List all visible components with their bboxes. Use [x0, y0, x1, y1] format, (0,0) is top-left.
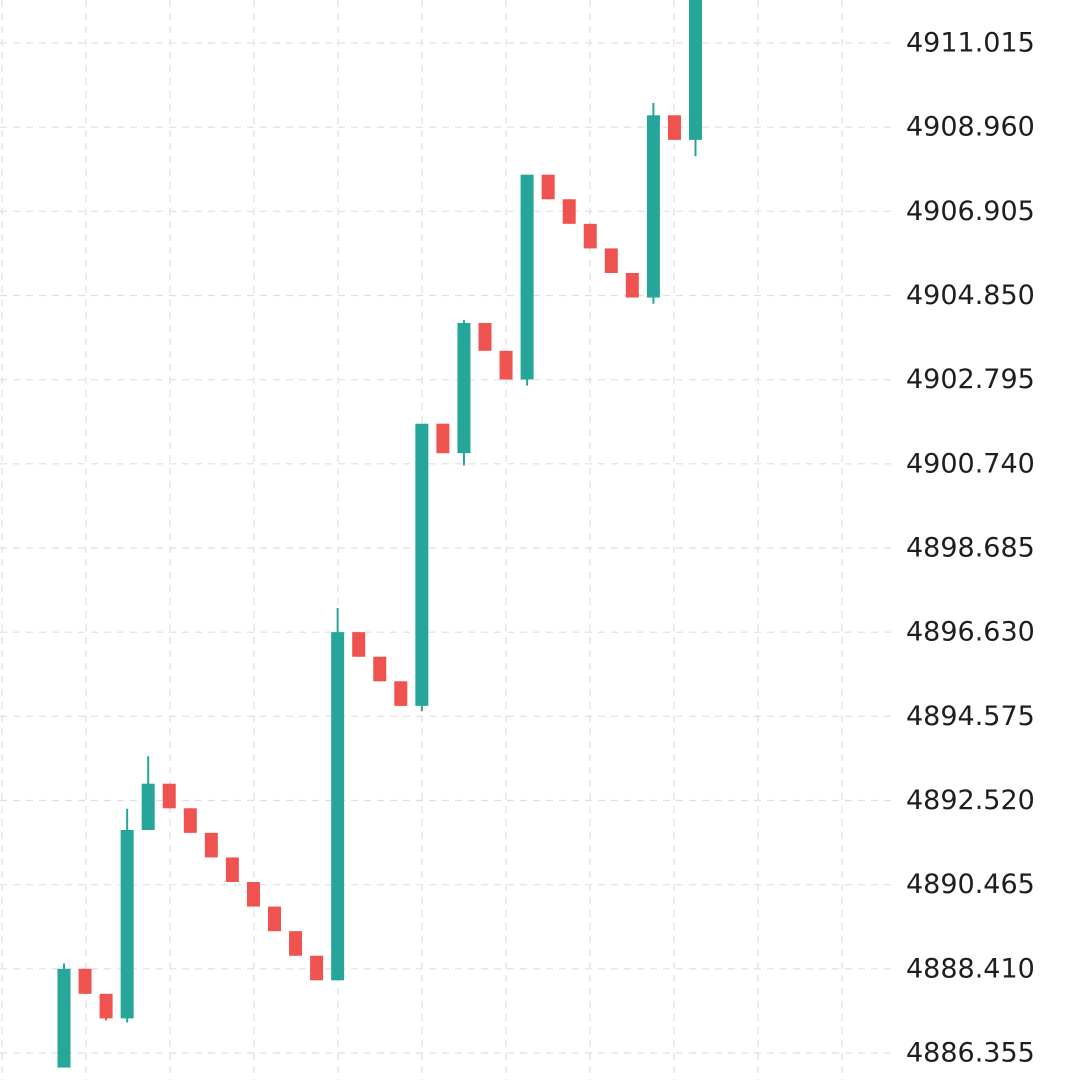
candle-body — [352, 632, 366, 657]
candle-down — [162, 783, 176, 809]
candle-down — [667, 115, 681, 140]
candle-down — [183, 808, 197, 833]
candle-down — [78, 968, 92, 994]
candle-body — [141, 783, 155, 830]
candle-body — [57, 968, 71, 1068]
candle-body — [183, 808, 197, 833]
candle-body — [289, 931, 303, 956]
candle-body — [457, 322, 471, 454]
candle-down — [352, 632, 366, 657]
candle-down — [373, 656, 387, 682]
candle-body — [162, 783, 176, 809]
candle-body — [246, 882, 260, 907]
candle-up — [57, 963, 71, 1068]
candle-body — [541, 174, 555, 200]
candle-body — [667, 115, 681, 140]
candle-body — [478, 322, 492, 351]
y-tick-label: 4892.520 — [906, 785, 1035, 816]
candle-down — [225, 857, 239, 883]
candle-down — [541, 174, 555, 200]
candle-down — [562, 199, 576, 224]
y-tick-label: 4898.685 — [906, 533, 1035, 564]
candle-down — [604, 248, 618, 273]
y-tick-label: 4890.465 — [906, 869, 1035, 900]
y-axis: 4911.015 4908.960 4906.905 4904.850 4902.795… — [906, 28, 1035, 1069]
candle-body — [604, 248, 618, 273]
grid — [0, 0, 895, 1080]
candle-down — [436, 423, 450, 454]
candle-body — [520, 174, 534, 380]
y-tick-label: 4902.795 — [906, 364, 1035, 395]
candle-down — [625, 272, 639, 298]
candle-body — [99, 993, 113, 1019]
candle-body — [268, 906, 281, 932]
y-tick-label: 4900.740 — [906, 448, 1035, 479]
candle-up — [457, 320, 471, 466]
candle-body — [436, 423, 450, 454]
candle-down — [246, 882, 260, 907]
candle-down — [99, 993, 113, 1021]
candle-body — [78, 968, 92, 994]
candle-up — [120, 808, 134, 1023]
candle-down — [499, 350, 513, 380]
y-tick-label: 4888.410 — [906, 953, 1035, 984]
candle-body — [331, 632, 345, 981]
candle-body — [310, 955, 324, 981]
y-tick-label: 4906.905 — [906, 196, 1035, 227]
candle-body — [415, 423, 429, 706]
candle-down — [478, 322, 492, 351]
candle-down — [583, 223, 597, 249]
candle-body — [204, 832, 218, 858]
candle-body — [689, 0, 702, 140]
candle-body — [646, 115, 660, 298]
candle-up — [646, 103, 660, 304]
candle-up — [141, 756, 155, 830]
candles — [57, 0, 702, 1068]
candle-up — [520, 174, 534, 386]
y-tick-label: 4904.850 — [906, 280, 1035, 311]
y-tick-label: 4886.355 — [906, 1038, 1035, 1069]
y-tick-label: 4911.015 — [906, 28, 1035, 59]
candle-up — [689, 0, 702, 157]
candle-down — [204, 832, 218, 858]
candle-down — [310, 955, 324, 981]
y-tick-label: 4896.630 — [906, 617, 1035, 648]
candle-body — [373, 656, 387, 682]
candle-body — [562, 199, 576, 224]
candle-down — [289, 931, 303, 956]
candle-body — [583, 223, 597, 249]
candle-down — [268, 906, 281, 932]
candle-down — [394, 681, 408, 706]
y-tick-label: 4908.960 — [906, 112, 1035, 143]
candle-body — [394, 681, 408, 706]
y-tick-label: 4894.575 — [906, 701, 1035, 732]
candle-body — [120, 829, 134, 1019]
candle-up — [331, 608, 345, 981]
candle-up — [415, 423, 429, 712]
candle-body — [625, 272, 639, 298]
candle-body — [225, 857, 239, 883]
candle-body — [499, 350, 513, 380]
